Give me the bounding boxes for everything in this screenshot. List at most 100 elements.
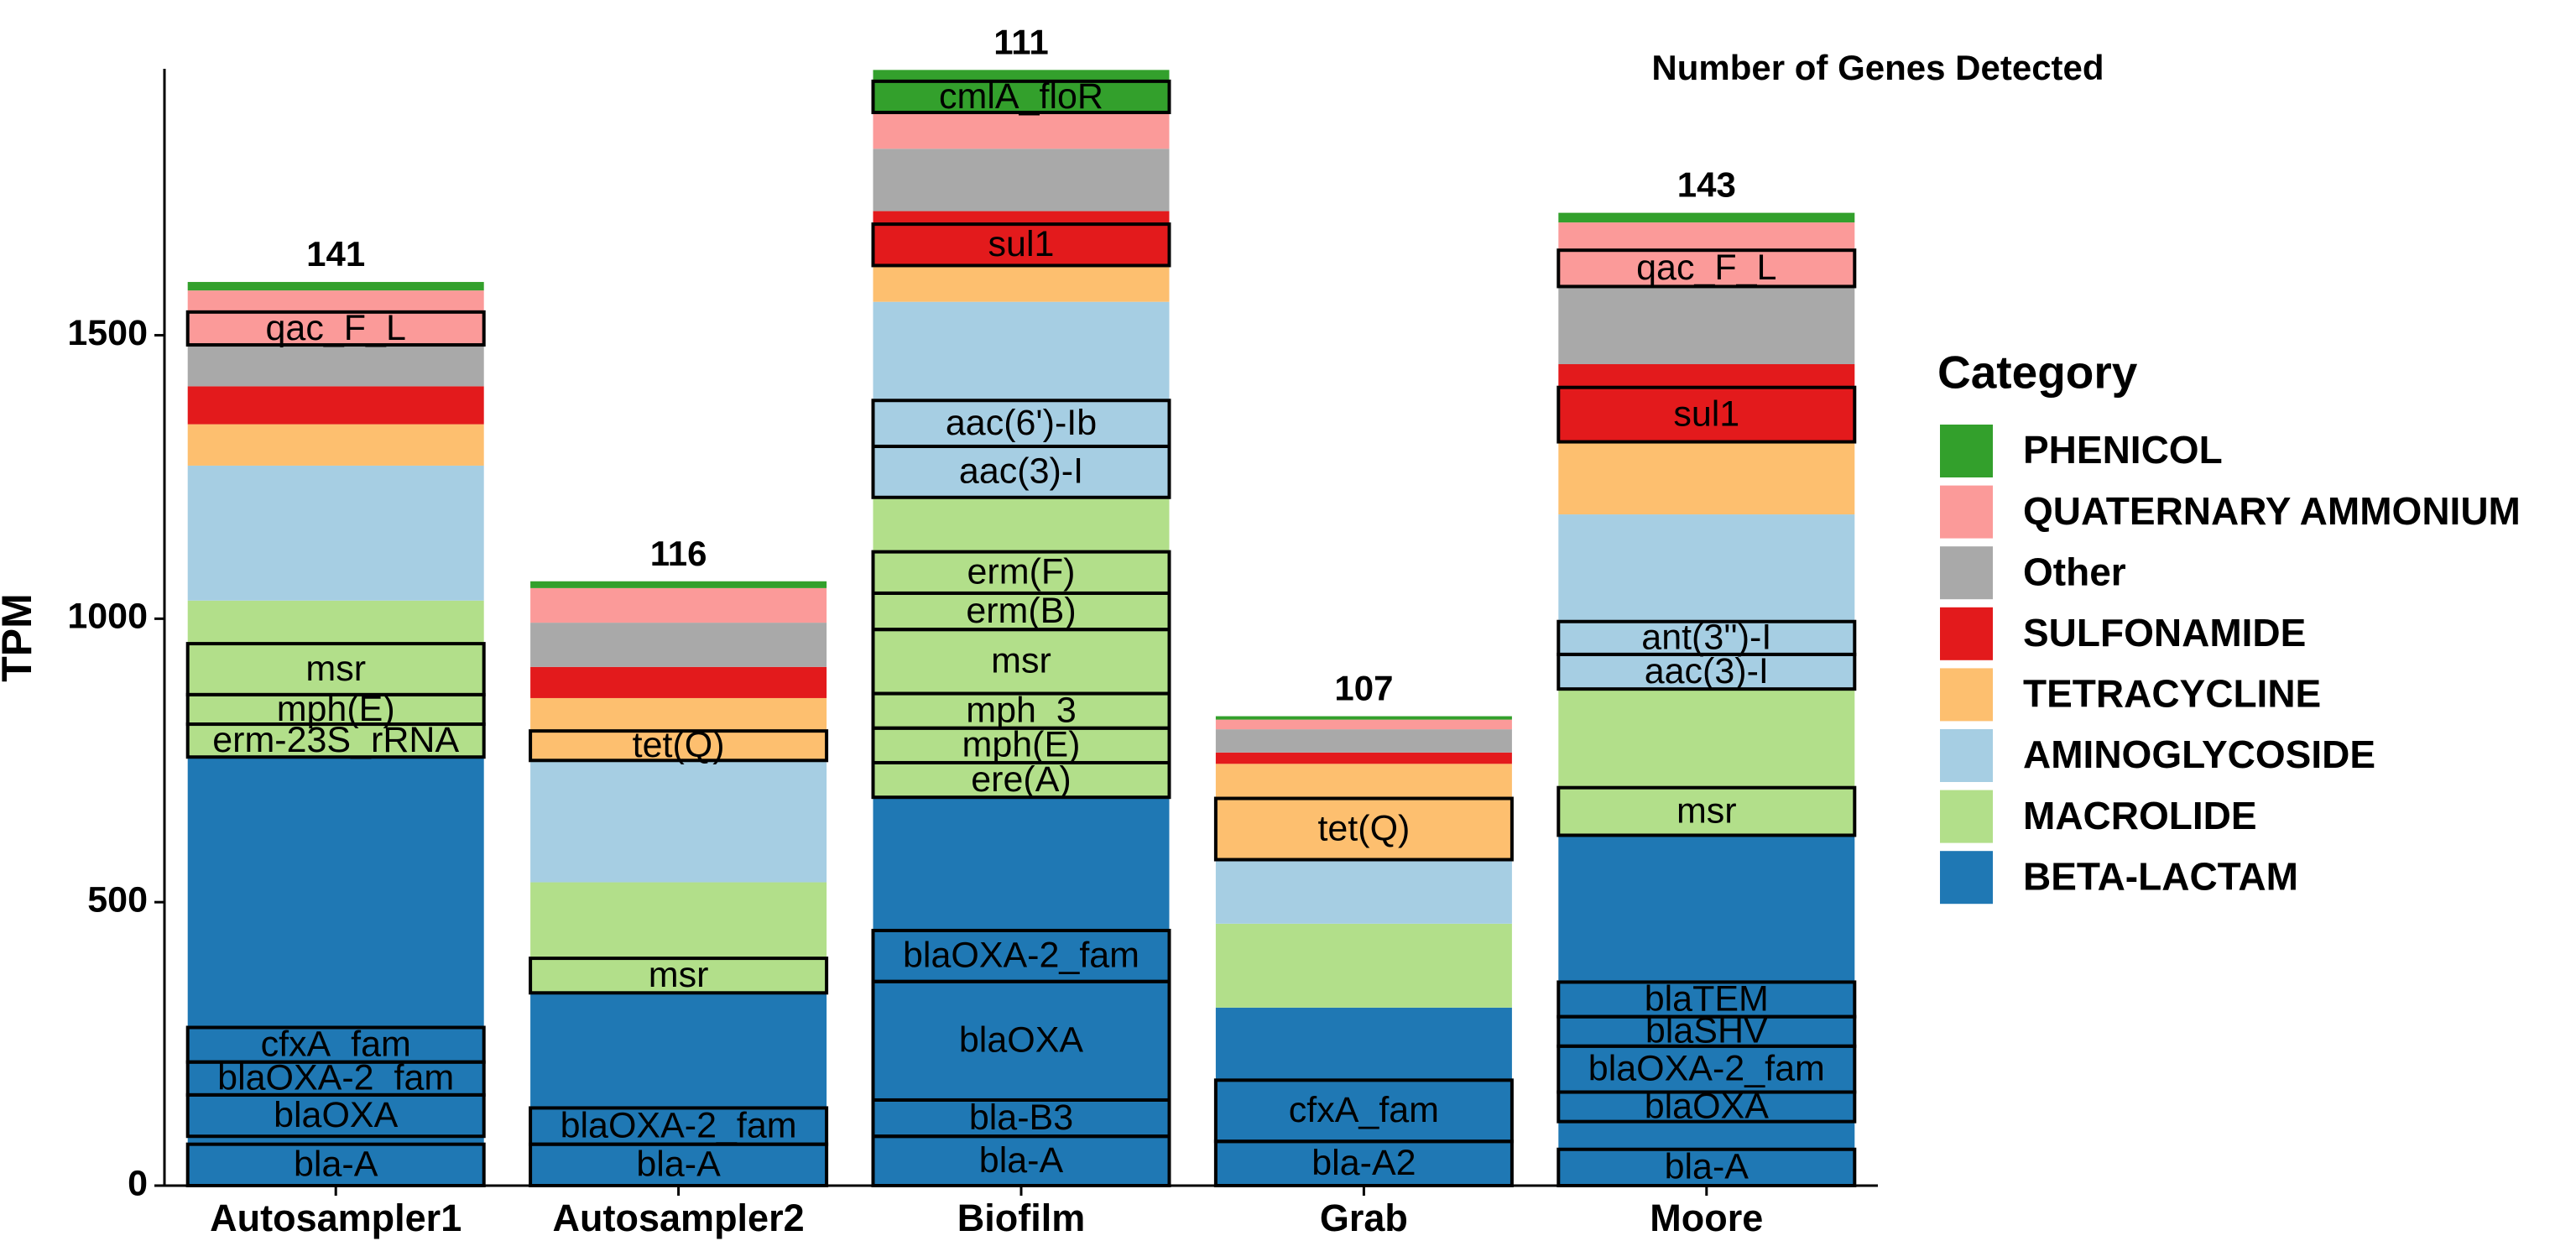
gene-label: aac(3)-I (959, 451, 1083, 492)
gene-label: bla-A (294, 1145, 378, 1185)
bar-segment (1215, 729, 1512, 753)
gene-box (871, 550, 1171, 595)
bar-segment (1558, 1149, 1855, 1186)
y-axis-label: TPM (0, 593, 40, 682)
total-label: 107 (1334, 669, 1393, 708)
bar-segment (187, 600, 484, 644)
bar-segment (530, 623, 827, 667)
bar-segment (1558, 212, 1855, 223)
bar-segment (1558, 250, 1855, 287)
bar-segment (530, 581, 827, 588)
bar-segment (1215, 764, 1512, 799)
bar-segment (1215, 719, 1512, 730)
legend-swatch (1940, 668, 1993, 722)
bar-segment (187, 282, 484, 291)
gene-box (185, 642, 486, 696)
total-label: 143 (1677, 165, 1736, 205)
gene-box (529, 1106, 829, 1146)
bar-segment (1215, 1141, 1512, 1186)
x-tick-label: Grab (1320, 1197, 1408, 1239)
bar-segment (873, 400, 1170, 446)
gene-label: cmlA_floR (939, 76, 1103, 117)
gene-label: blaOXA (959, 1020, 1084, 1061)
x-tick-label: Moore (1650, 1197, 1763, 1239)
bar-segment (873, 981, 1170, 1100)
legend-swatch (1940, 485, 1993, 539)
bar-segment (873, 149, 1170, 211)
bar-segment (1558, 286, 1855, 365)
bar-segment (530, 731, 827, 761)
bar-segment (187, 311, 484, 346)
gene-label: tet(Q) (1317, 808, 1410, 848)
gene-label: blaTEM (1645, 978, 1769, 1019)
bar-segment (873, 629, 1170, 694)
gene-box (529, 729, 829, 763)
bar-segment (873, 265, 1170, 302)
x-tick-label: Autosampler1 (210, 1197, 461, 1239)
gene-label: sul1 (1673, 394, 1739, 434)
gene-label: blaOXA (274, 1095, 399, 1135)
gene-label: msr (305, 649, 366, 689)
bar-segment (873, 211, 1170, 225)
bar-segment (530, 882, 827, 959)
y-tick-label: 1000 (67, 597, 148, 637)
bar-segment (873, 446, 1170, 498)
bar-segment (187, 724, 484, 758)
bar-segment (873, 112, 1170, 149)
gene-box (871, 928, 1171, 983)
bar-segment (1215, 859, 1512, 924)
gene-label: mph_3 (966, 691, 1076, 731)
gene-label: bla-A (1665, 1147, 1749, 1187)
gene-label: cfxA_fam (261, 1024, 411, 1064)
gene-label: ant(3'')-I (1641, 618, 1771, 658)
bar-segment (187, 290, 484, 312)
gene-box (1557, 785, 1857, 837)
gene-label: sul1 (988, 224, 1055, 264)
total-label: 141 (306, 234, 365, 274)
bar-segment (187, 424, 484, 466)
bar-segment (1558, 387, 1855, 442)
gene-label: blaOXA-2_fam (1588, 1049, 1825, 1089)
legend-label: QUATERNARY AMMONIUM (2023, 489, 2521, 533)
legend-label: TETRACYCLINE (2023, 672, 2321, 716)
gene-label: bla-A2 (1311, 1143, 1416, 1183)
bar-segment (873, 762, 1170, 798)
bar-segment (1215, 716, 1512, 720)
bar-segment (1558, 835, 1855, 983)
gene-label: erm-23S_rRNA (212, 720, 459, 760)
bar-segment (1558, 1016, 1855, 1046)
gene-label: blaOXA-2_fam (217, 1058, 454, 1098)
gene-label: blaOXA-2_fam (903, 936, 1139, 976)
legend-swatch (1940, 546, 1993, 600)
bar-segment (1558, 982, 1855, 1017)
gene-label: cfxA_fam (1289, 1090, 1439, 1130)
bar-segment (187, 757, 484, 1028)
gene-label: msr (649, 955, 709, 995)
bar-segment (1558, 364, 1855, 388)
bar-segment (873, 727, 1170, 763)
gene-label: aac(6')-Ib (946, 403, 1097, 443)
bar-segment (187, 1027, 484, 1062)
gene-label: erm(F) (967, 552, 1076, 592)
legend-label: SULFONAMIDE (2023, 611, 2306, 654)
legend-label: PHENICOL (2023, 428, 2223, 472)
legend-title: Category (1937, 347, 2138, 399)
bar-segment (530, 1108, 827, 1145)
bar-segment (1558, 441, 1855, 515)
gene-box (185, 310, 486, 347)
y-tick-label: 0 (128, 1163, 148, 1203)
bar-segment (873, 930, 1170, 982)
bar-segment (873, 81, 1170, 113)
bar-segment (530, 697, 827, 732)
bar-segment (1215, 752, 1512, 764)
legend-swatch (1940, 729, 1993, 782)
total-label: 111 (993, 22, 1048, 61)
bar-segment (530, 760, 827, 883)
y-tick-label: 1500 (67, 313, 148, 353)
bar-segment (187, 1061, 484, 1095)
legend-swatch (1940, 425, 1993, 477)
bar-segment (530, 958, 827, 993)
gene-box (1557, 980, 1857, 1019)
x-tick-label: Autosampler2 (553, 1197, 805, 1239)
